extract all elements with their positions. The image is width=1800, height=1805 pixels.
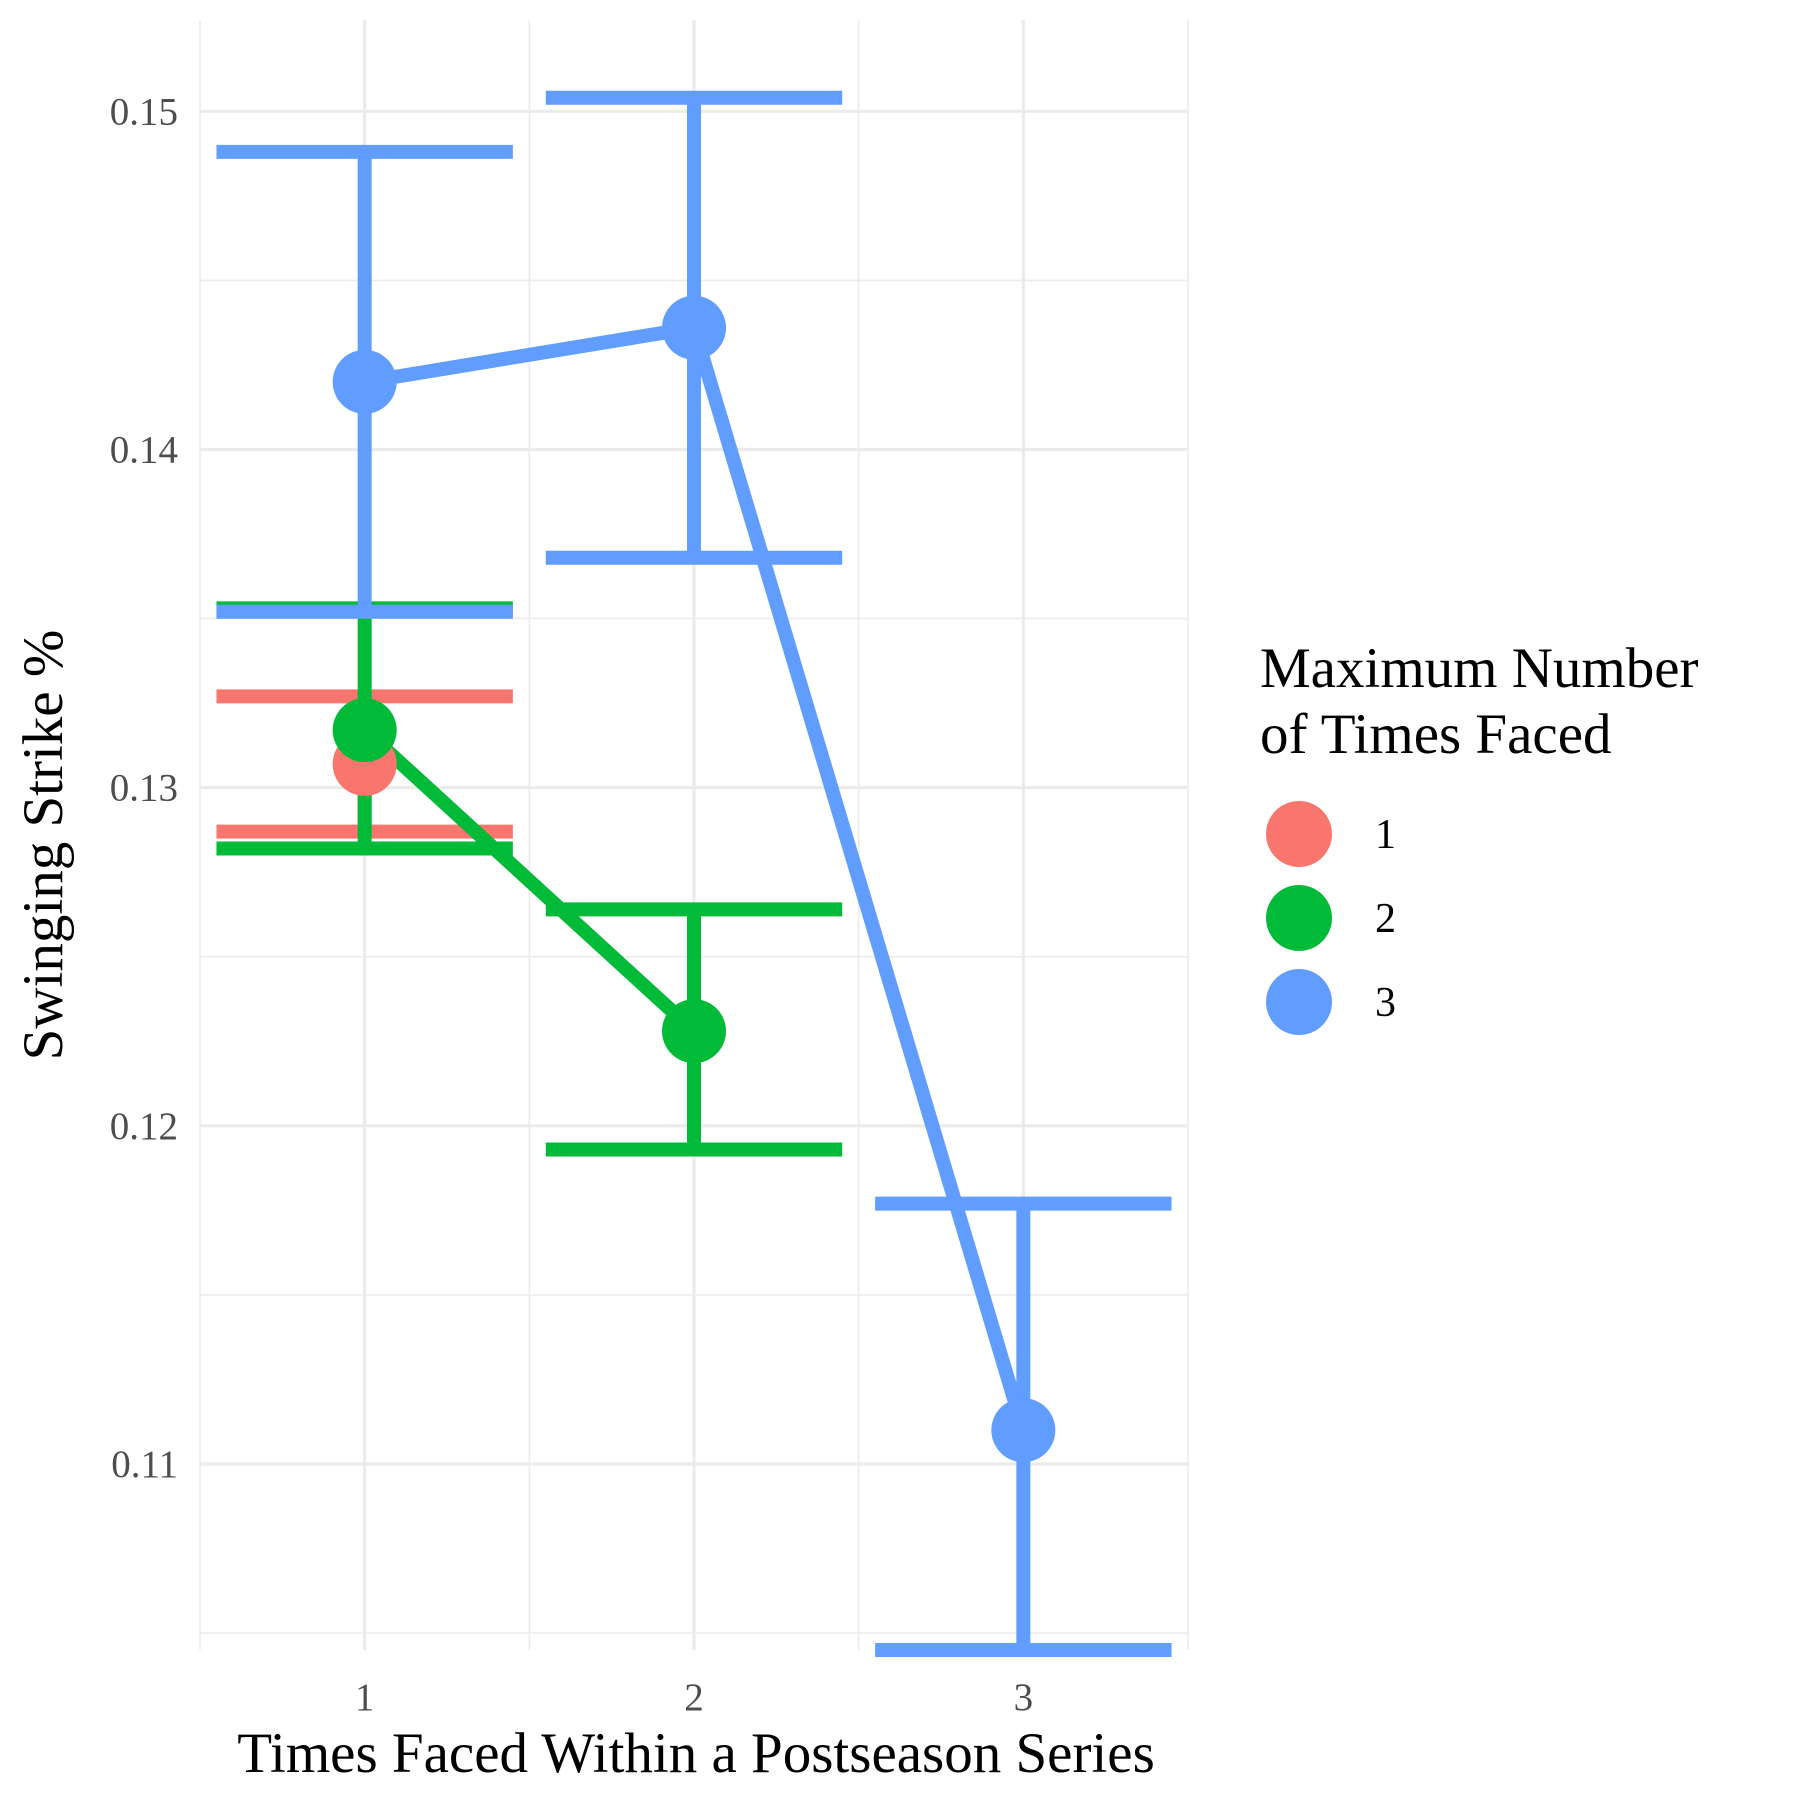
legend-key-1 (1266, 801, 1332, 867)
legend-label: 2 (1375, 896, 1396, 942)
y-tick-label: 0.12 (110, 1105, 178, 1148)
legend-title-line-1: Maximum Number (1260, 637, 1699, 700)
axes: 1 2 3 0.11 0.12 0.13 0.14 0.15 (110, 90, 1033, 1719)
legend-items: 1 2 3 (1266, 801, 1396, 1035)
legend-label: 3 (1375, 980, 1396, 1026)
x-tick-label: 1 (355, 1676, 375, 1719)
legend-label: 1 (1375, 812, 1396, 858)
legend: Maximum Number of Times Faced 1 2 3 (1260, 637, 1699, 1035)
legend-title-line-2: of Times Faced (1260, 703, 1612, 766)
y-tick-label: 0.13 (110, 767, 178, 810)
x-tick-label: 2 (684, 1676, 704, 1719)
y-tick-label: 0.15 (110, 90, 178, 133)
y-tick-label: 0.11 (111, 1443, 178, 1486)
series-line-2 (359, 724, 699, 1037)
x-axis-title: Times Faced Within a Postseason Series (237, 1722, 1155, 1785)
data-point-series-2 (332, 698, 397, 763)
y-tick-label: 0.14 (110, 428, 178, 471)
y-axis-title: Swinging Strike % (12, 630, 75, 1061)
legend-key-2 (1266, 885, 1332, 951)
data-points (332, 295, 1056, 1463)
data-point-series-3 (332, 349, 397, 414)
data-point-series-3 (662, 295, 726, 360)
data-point-series-3 (991, 1398, 1056, 1463)
data-point-series-2 (662, 999, 726, 1064)
x-tick-label: 3 (1014, 1676, 1034, 1719)
legend-key-3 (1266, 969, 1332, 1035)
